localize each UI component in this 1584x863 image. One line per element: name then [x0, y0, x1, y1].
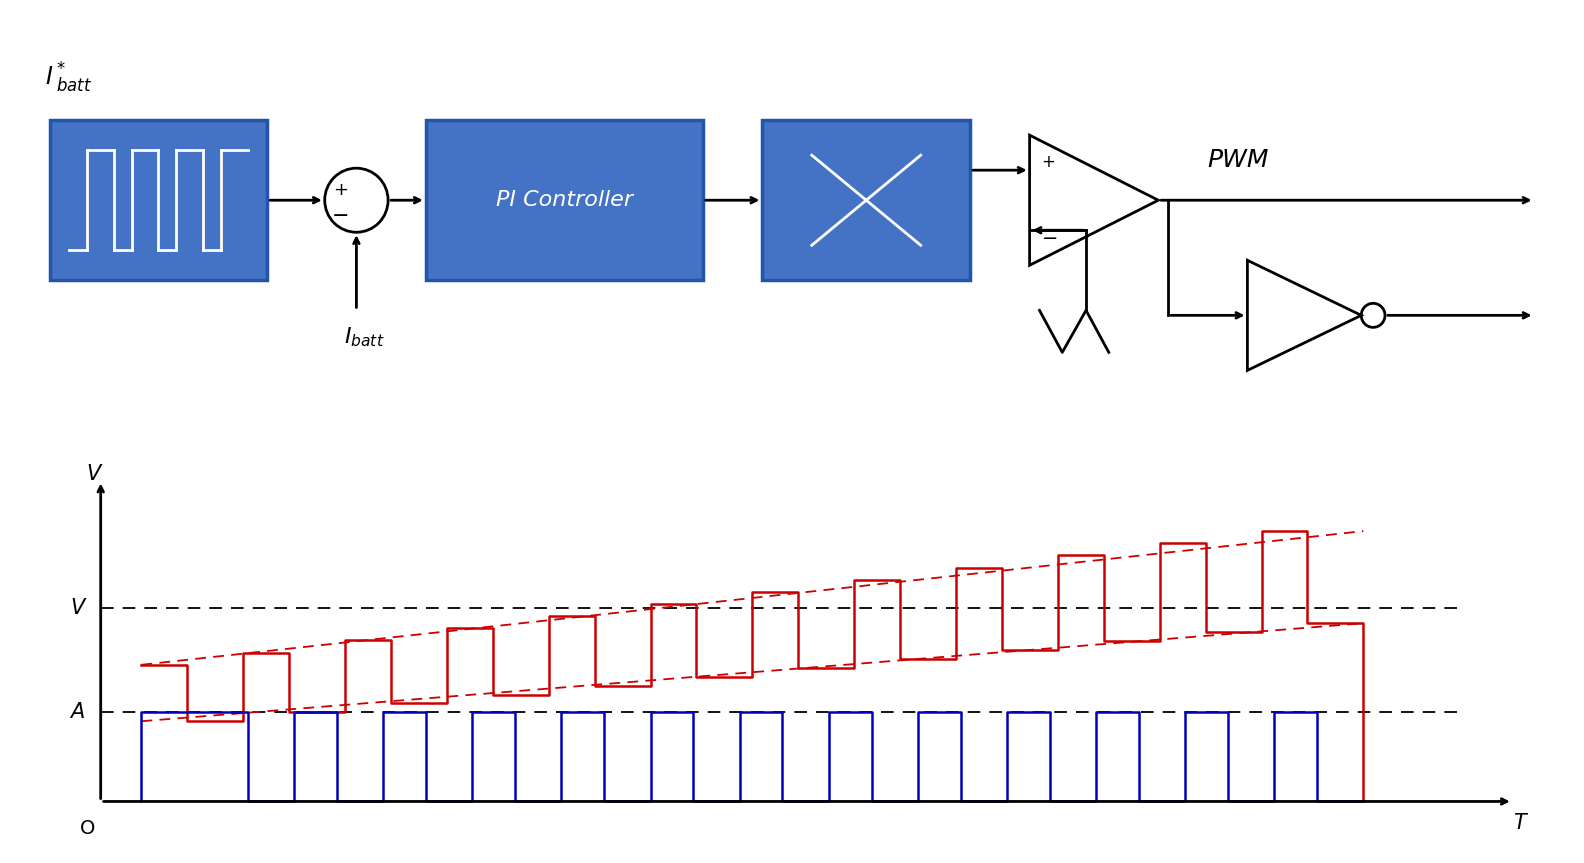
Text: PI Controller: PI Controller	[496, 190, 632, 211]
Text: +: +	[333, 181, 348, 199]
Text: O: O	[79, 819, 95, 838]
Text: A: A	[70, 702, 84, 722]
Text: V: V	[70, 598, 84, 619]
Text: $I_{batt}$: $I_{batt}$	[344, 325, 385, 349]
Text: T: T	[1513, 813, 1525, 834]
Text: −: −	[1042, 229, 1058, 248]
FancyBboxPatch shape	[762, 120, 969, 280]
FancyBboxPatch shape	[426, 120, 703, 280]
FancyBboxPatch shape	[49, 120, 268, 280]
Text: +: +	[1042, 153, 1055, 171]
Text: $I\,^{*}_{batt}$: $I\,^{*}_{batt}$	[44, 61, 92, 95]
Text: PWM: PWM	[1209, 148, 1269, 173]
Text: V: V	[87, 463, 101, 483]
Text: −: −	[331, 206, 350, 226]
